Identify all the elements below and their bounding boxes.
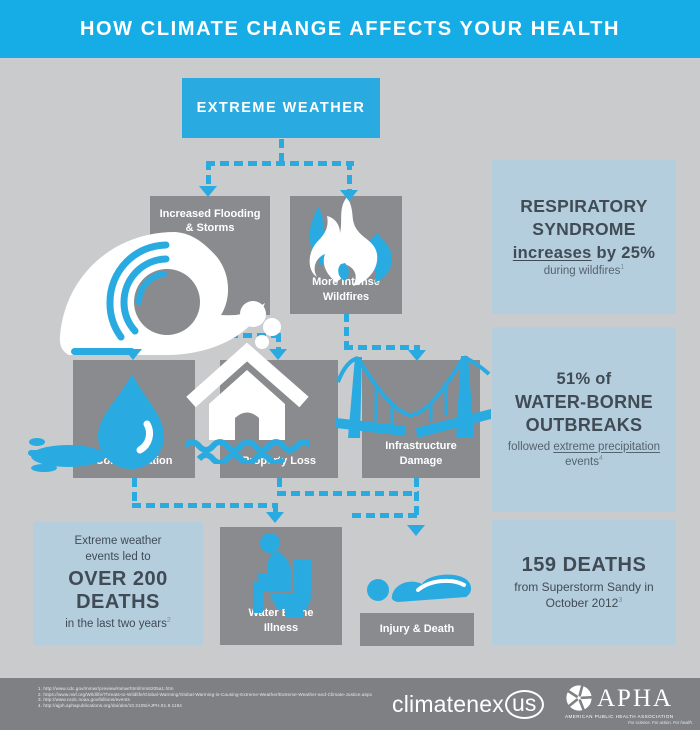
connector-line <box>277 491 419 496</box>
node-label: EXTREME WEATHER <box>196 100 366 116</box>
footnote-ref: 1 <box>620 264 625 272</box>
arrow-down-icon <box>408 350 426 361</box>
stat-respiratory-syndrome: RESPIRATORY SYNDROME increases by 25% du… <box>492 160 676 314</box>
connector-line <box>347 161 352 192</box>
footnote: 4. http://ajph.aphapublications.org/doi/… <box>38 702 182 708</box>
footnotes: 1. http://www.cdc.gov/mmwr/preview/mmwrh… <box>38 686 372 708</box>
connector-line <box>344 313 349 347</box>
connector-line <box>276 333 281 350</box>
apha-logo: APHA AMERICAN PUBLIC HEALTH ASSOCIATION … <box>565 684 693 725</box>
toilet-person-icon <box>253 533 313 617</box>
connector-line <box>206 161 211 188</box>
connector-line <box>206 161 354 166</box>
footnote: 3. http://www.ncdc.noaa.gov/billions/eve… <box>38 697 130 703</box>
connector-line <box>132 478 137 505</box>
page-title: HOW CLIMATE CHANGE AFFECTS YOUR HEALTH <box>79 17 621 40</box>
footnote-ref: 2 <box>166 617 171 625</box>
connector-line <box>352 513 419 518</box>
connector-line <box>279 139 284 163</box>
circled-us: us <box>504 690 544 719</box>
water-drop-icon <box>28 374 164 472</box>
connector-line <box>415 345 420 352</box>
arrow-down-icon <box>124 349 142 360</box>
broken-bridge-icon <box>336 355 491 438</box>
node-injury-death: Injury & Death <box>360 613 474 646</box>
apha-tagline: For science. For action. For health. <box>628 720 693 725</box>
arrow-down-icon <box>199 186 217 197</box>
flames-icon <box>309 197 392 286</box>
arrow-down-icon <box>266 512 284 523</box>
connector-line <box>273 503 278 513</box>
flooded-house-icon <box>185 342 310 464</box>
apha-subtitle: AMERICAN PUBLIC HEALTH ASSOCIATION <box>565 714 674 719</box>
arrow-down-icon <box>407 525 425 536</box>
apha-acronym: APHA <box>597 684 674 712</box>
connector-line <box>344 345 420 350</box>
footnote-ref: 4 <box>599 454 603 462</box>
arrow-down-icon <box>340 190 358 201</box>
arrow-down-icon <box>269 349 287 360</box>
footnote: 1. http://www.cdc.gov/mmwr/preview/mmwrh… <box>38 686 174 691</box>
header-bar: HOW CLIMATE CHANGE AFFECTS YOUR HEALTH <box>0 0 700 58</box>
node-label: Injury & Death <box>379 623 455 635</box>
node-label: Increased Flooding & Storms <box>159 208 261 235</box>
connector-line <box>277 478 282 493</box>
climatenexus-logo: climatenex us <box>392 690 544 719</box>
connector-line <box>132 503 278 508</box>
wave-icon <box>59 232 281 355</box>
footer-bar: 1. http://www.cdc.gov/mmwr/preview/mmwrh… <box>0 678 700 730</box>
apha-aperture-icon <box>566 684 593 711</box>
footnote-ref: 3 <box>618 595 623 604</box>
stat-over-200-deaths: Extreme weather events led to OVER 200 D… <box>33 522 203 645</box>
person-lying-icon <box>367 574 472 602</box>
stat-sandy-deaths: 159 DEATHS from Superstorm Sandy in Octo… <box>492 520 676 645</box>
node-extreme-weather: EXTREME WEATHER <box>182 78 380 138</box>
connector-line <box>414 478 419 516</box>
stat-waterborne-outbreaks: 51% of WATER-BORNE OUTBREAKS followed ex… <box>492 327 676 512</box>
node-label: Infrastructure Damage <box>385 440 457 467</box>
footnote: 2. https://www.nwf.org/Wildlife/Threats-… <box>38 691 373 697</box>
